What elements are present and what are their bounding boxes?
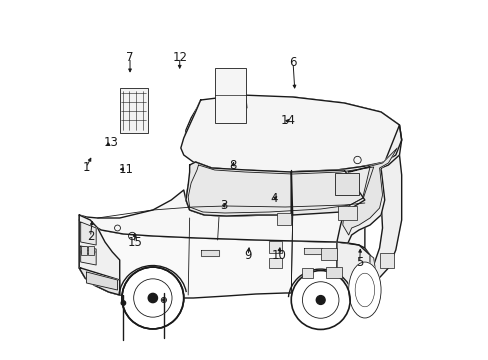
Bar: [268, 258, 282, 268]
Bar: [215, 68, 246, 123]
Polygon shape: [81, 246, 96, 265]
Bar: [338, 206, 356, 220]
Bar: [379, 253, 393, 268]
Text: 12: 12: [172, 51, 187, 64]
Polygon shape: [185, 162, 384, 216]
Text: 13: 13: [103, 136, 119, 149]
Text: 15: 15: [127, 237, 142, 249]
Text: 2: 2: [86, 230, 94, 243]
Bar: [81, 246, 86, 255]
Ellipse shape: [348, 262, 380, 318]
Bar: [335, 173, 358, 195]
Bar: [88, 246, 94, 255]
Polygon shape: [342, 148, 396, 235]
Polygon shape: [79, 215, 120, 295]
Polygon shape: [200, 250, 219, 256]
Circle shape: [316, 296, 325, 305]
Polygon shape: [79, 268, 120, 295]
Text: 5: 5: [355, 256, 363, 269]
Text: 10: 10: [271, 249, 285, 262]
Polygon shape: [291, 170, 364, 215]
Polygon shape: [181, 95, 401, 172]
Polygon shape: [183, 97, 401, 170]
Polygon shape: [336, 155, 401, 290]
Polygon shape: [336, 255, 374, 293]
Polygon shape: [79, 190, 364, 248]
Text: 11: 11: [118, 163, 133, 176]
Text: 6: 6: [289, 57, 296, 69]
Circle shape: [148, 293, 157, 303]
Text: 9: 9: [244, 249, 251, 262]
Text: 3: 3: [220, 199, 227, 212]
Polygon shape: [303, 248, 322, 254]
Text: 4: 4: [270, 192, 277, 205]
Text: 7: 7: [126, 51, 134, 64]
Polygon shape: [79, 218, 369, 298]
Text: 1: 1: [82, 161, 90, 174]
Text: 14: 14: [280, 114, 295, 127]
Bar: [325, 267, 341, 278]
Circle shape: [163, 299, 164, 301]
Bar: [301, 268, 312, 278]
Circle shape: [291, 271, 349, 329]
Circle shape: [121, 301, 125, 305]
Bar: [120, 88, 147, 133]
Polygon shape: [336, 125, 401, 243]
Bar: [268, 241, 282, 253]
Polygon shape: [81, 222, 96, 245]
Polygon shape: [185, 162, 291, 216]
Bar: [320, 248, 336, 260]
Text: 8: 8: [229, 159, 236, 172]
Bar: [276, 213, 291, 225]
Polygon shape: [86, 272, 117, 290]
Circle shape: [122, 267, 183, 329]
